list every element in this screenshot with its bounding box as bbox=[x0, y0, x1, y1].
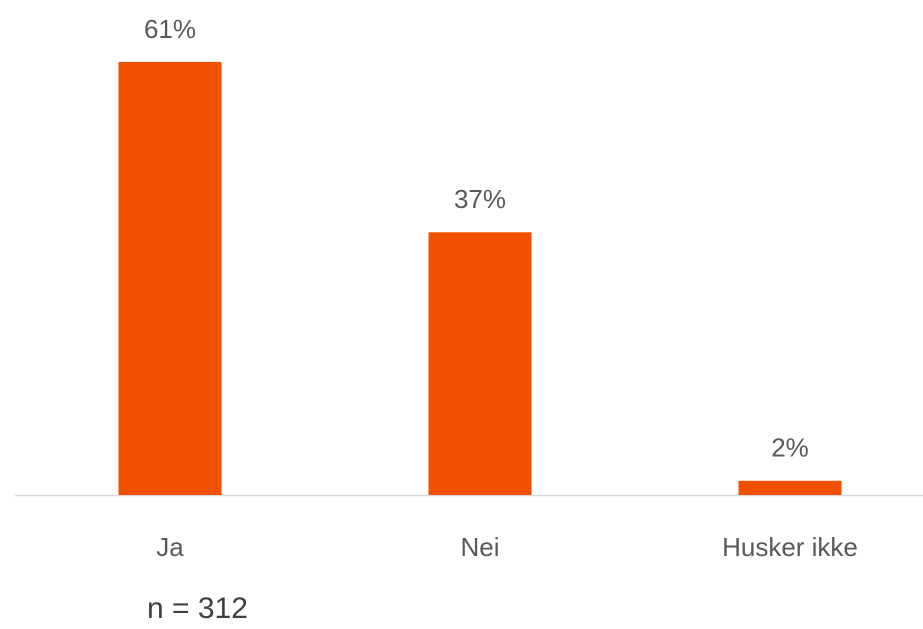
x-tick-label: Husker ikke bbox=[722, 532, 858, 562]
annotation: n = 312 bbox=[147, 592, 248, 625]
x-tick-label: Nei bbox=[460, 532, 499, 562]
x-tick-label: Ja bbox=[156, 532, 184, 562]
bar bbox=[118, 61, 222, 496]
value-label: 61% bbox=[144, 14, 196, 44]
value-label: 37% bbox=[454, 184, 506, 214]
bar bbox=[428, 232, 532, 496]
bar bbox=[738, 480, 842, 495]
value-label: 2% bbox=[771, 433, 809, 463]
